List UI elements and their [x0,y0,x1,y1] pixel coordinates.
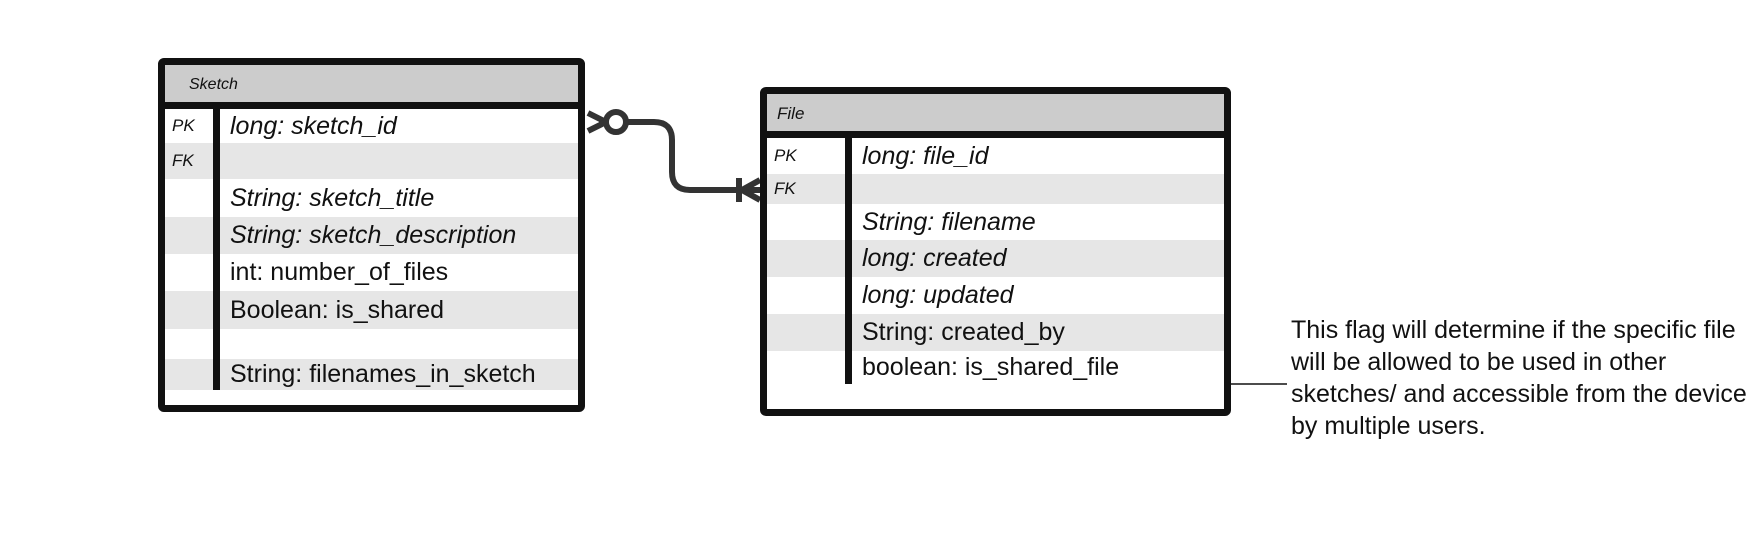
attribute-row: Boolean: is_shared [165,291,578,329]
key-label: FK [172,151,194,170]
key-label: PK [774,146,797,165]
zero-or-many-end [586,109,629,135]
attribute-field: long: file_id [862,141,989,170]
attribute-row: String: sketch_description [165,217,578,254]
attribute-row: PK long: sketch_id [165,109,578,143]
one-or-many-end [736,177,762,203]
attribute-row [165,329,578,359]
attribute-row: String: created_by [767,314,1224,351]
entity-title: File [767,94,1224,138]
attribute-row: int: number_of_files [165,254,578,291]
attribute-field: int: number_of_files [230,258,449,286]
attribute-field: String: sketch_title [230,183,435,212]
attribute-row: String: sketch_title [165,179,578,217]
entity-file[interactable]: File PK long: file_id FK String: filename lo… [760,87,1231,416]
attribute-field: String: filename [862,207,1036,236]
attribute-row: String: filenames_in_sketch [165,359,578,390]
relationship-connector [599,119,760,193]
attribute-field: long: created [862,244,1007,272]
attribute-row: PK long: file_id [767,138,1224,174]
attribute-row: FK [165,143,578,179]
attribute-row: long: updated [767,277,1224,314]
attribute-field: boolean: is_shared_file [862,353,1120,381]
entity-attributes: PK long: file_id FK String: filename long: c… [767,138,1224,384]
attribute-row: boolean: is_shared_file [767,351,1224,384]
entity-sketch[interactable]: Sketch PK long: sketch_id FK String: sketch… [158,58,585,412]
attribute-field: String: sketch_description [230,221,517,249]
attribute-field: long: updated [862,281,1014,309]
key-label: PK [172,116,195,135]
attribute-row: FK [767,174,1224,204]
attribute-field: String: filenames_in_sketch [230,360,536,388]
entity-title: Sketch [165,65,578,109]
attribute-row: String: filename [767,204,1224,240]
annotation-note: This flag will determine if the specific… [1291,316,1747,440]
attribute-field: String: created_by [862,318,1065,346]
key-label: FK [774,179,796,198]
attribute-row: long: created [767,240,1224,277]
entity-attributes: PK long: sketch_id FK String: sketch_title S… [165,109,578,390]
attribute-field: long: sketch_id [230,111,397,140]
attribute-field: Boolean: is_shared [230,295,445,324]
